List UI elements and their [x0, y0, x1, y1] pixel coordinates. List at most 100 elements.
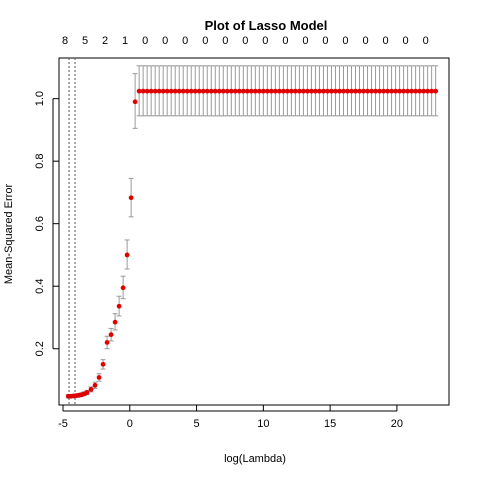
- plot-area: -5 0 5 10 15 200.20.40.60.81.08 5 2 1 0 0 0 0 0 0 0 0 0 0 0…: [34, 35, 450, 430]
- mse-point: [84, 390, 90, 395]
- mse-point: [349, 88, 354, 94]
- mse-point: [252, 88, 258, 94]
- mse-point: [244, 88, 250, 94]
- mse-point: [196, 88, 202, 94]
- mse-point: [88, 386, 94, 392]
- mse-point: [208, 88, 214, 94]
- mse-point: [297, 88, 302, 94]
- mse-point: [104, 340, 110, 345]
- mse-point: [357, 88, 362, 94]
- mse-point: [248, 88, 254, 94]
- mse-point: [401, 88, 406, 94]
- mse-point: [240, 88, 246, 94]
- top-axis-label: 0: [262, 35, 268, 47]
- mse-point: [172, 88, 178, 94]
- top-axis-label: 8: [62, 35, 68, 47]
- mse-point: [120, 285, 126, 291]
- mse-point: [341, 88, 346, 94]
- mse-point: [305, 88, 310, 94]
- y-tick-label: 1.0: [34, 91, 46, 106]
- top-axis-label: 0: [403, 35, 409, 47]
- mse-point: [433, 88, 439, 94]
- mse-point: [309, 88, 314, 94]
- mse-point: [228, 88, 234, 94]
- mse-point: [329, 88, 334, 94]
- x-tick-label: 5: [194, 418, 200, 430]
- mse-point: [204, 88, 210, 94]
- top-axis-label: 2: [102, 35, 108, 47]
- mse-point: [200, 88, 206, 94]
- mse-point: [393, 88, 398, 94]
- y-tick-label: 0.4: [34, 279, 46, 294]
- mse-point: [425, 88, 431, 94]
- mse-point: [417, 88, 423, 94]
- mse-point: [132, 99, 138, 105]
- mse-point: [236, 88, 242, 94]
- top-axis-label: 0: [342, 35, 348, 47]
- top-axis-label: 5: [82, 35, 88, 47]
- mse-point: [321, 88, 326, 94]
- mse-point: [128, 195, 134, 201]
- mse-point: [160, 88, 166, 94]
- x-tick-label: 0: [127, 418, 133, 430]
- top-axis-label: 0: [382, 35, 388, 47]
- mse-point: [385, 88, 390, 94]
- mse-point: [313, 88, 318, 94]
- mse-point: [256, 88, 262, 94]
- mse-point: [293, 88, 298, 94]
- top-axis-label: 0: [182, 35, 188, 47]
- x-tick-label: 20: [391, 418, 403, 430]
- mse-point: [168, 88, 174, 94]
- mse-point: [216, 88, 222, 94]
- mse-point: [188, 88, 194, 94]
- mse-point: [373, 88, 378, 94]
- mse-point: [317, 88, 322, 94]
- y-tick-label: 0.8: [34, 154, 46, 169]
- mse-point: [353, 88, 358, 94]
- mse-point: [409, 88, 415, 94]
- mse-point: [220, 88, 226, 94]
- y-axis-label: Mean-Squared Error: [3, 184, 15, 285]
- top-axis-label: 0: [302, 35, 308, 47]
- mse-point: [180, 88, 186, 94]
- top-axis-label: 0: [162, 35, 168, 47]
- mse-point: [389, 88, 394, 94]
- mse-point: [144, 88, 150, 94]
- x-tick-label: 10: [257, 418, 269, 430]
- x-tick-label: -5: [58, 418, 68, 430]
- mse-point: [152, 88, 158, 94]
- top-axis-label: 0: [142, 35, 148, 47]
- mse-point: [381, 88, 386, 94]
- mse-point: [136, 88, 142, 94]
- mse-point: [429, 88, 435, 94]
- top-axis-label: 0: [322, 35, 328, 47]
- mse-point: [164, 88, 170, 94]
- mse-point: [337, 88, 342, 94]
- mse-point: [280, 88, 286, 94]
- mse-point: [272, 88, 278, 94]
- mse-point: [333, 88, 338, 94]
- mse-point: [276, 88, 282, 94]
- mse-point: [325, 88, 330, 94]
- top-axis-label: 1: [122, 35, 128, 47]
- top-axis-label: 0: [222, 35, 228, 47]
- mse-point: [413, 88, 419, 94]
- mse-point: [288, 88, 294, 94]
- mse-point: [365, 88, 370, 94]
- top-axis-label: 0: [202, 35, 208, 47]
- mse-point: [212, 88, 218, 94]
- mse-point: [140, 88, 146, 94]
- mse-point: [301, 88, 306, 94]
- mse-point: [260, 88, 266, 94]
- mse-point: [108, 332, 114, 338]
- mse-point: [361, 88, 366, 94]
- x-tick-label: 15: [324, 418, 336, 430]
- mse-point: [224, 88, 230, 94]
- mse-point: [96, 375, 102, 380]
- mse-point: [184, 88, 190, 94]
- mse-point: [405, 88, 410, 94]
- mse-point: [421, 88, 427, 94]
- mse-point: [268, 88, 274, 94]
